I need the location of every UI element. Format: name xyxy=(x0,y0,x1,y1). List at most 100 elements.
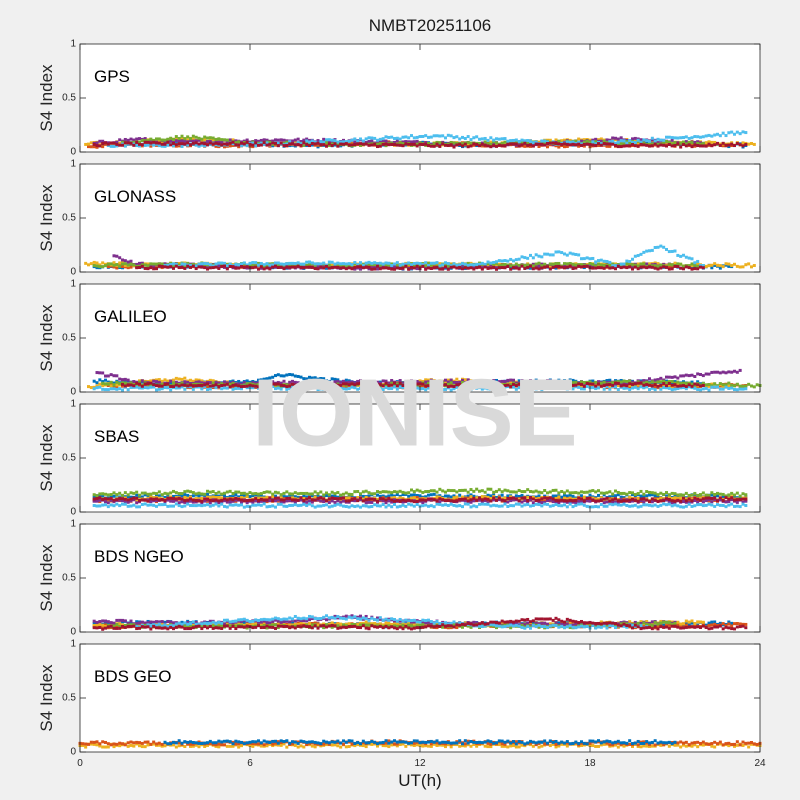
plot-area xyxy=(80,284,760,392)
data-point xyxy=(276,138,280,142)
data-point xyxy=(310,615,314,619)
data-point xyxy=(248,744,252,748)
data-point xyxy=(673,740,677,744)
y-tick-label: 1 xyxy=(70,519,76,530)
data-point xyxy=(503,740,507,744)
data-point xyxy=(291,261,294,265)
y-tick-label: 0.5 xyxy=(62,693,76,704)
data-point xyxy=(446,378,450,382)
y-tick-label: 0.5 xyxy=(62,333,76,344)
data-point xyxy=(101,381,105,385)
data-point xyxy=(92,497,96,501)
data-point xyxy=(87,145,90,149)
series-2 xyxy=(163,739,677,746)
y-tick-label: 0 xyxy=(70,267,76,278)
data-point xyxy=(588,138,592,142)
data-point xyxy=(701,264,705,268)
data-point xyxy=(645,498,649,502)
data-point xyxy=(560,251,564,255)
x-tick-label: 6 xyxy=(247,758,253,769)
series-4 xyxy=(92,487,748,498)
y-tick-label: 0 xyxy=(70,747,76,758)
data-point xyxy=(92,626,96,630)
data-point xyxy=(446,488,450,492)
data-point xyxy=(588,744,592,748)
panel-bds-geo: 0 0.5 1 S4 Index BDS GEO xyxy=(37,639,762,758)
y-axis-label: S4 Index xyxy=(37,544,56,612)
series-5 xyxy=(163,244,705,269)
y-tick-label: 0 xyxy=(70,507,76,518)
y-axis-label: S4 Index xyxy=(37,304,56,372)
data-point xyxy=(191,141,195,145)
data-point xyxy=(738,368,742,372)
data-point xyxy=(191,491,195,495)
y-tick-label: 1 xyxy=(70,639,76,650)
panel-gps: 0 0.5 1 S4 Index GPS xyxy=(37,39,761,158)
data-point xyxy=(163,740,167,744)
data-point xyxy=(503,262,507,266)
data-point xyxy=(112,254,116,258)
data-point xyxy=(673,492,677,496)
y-tick-label: 0 xyxy=(70,147,76,158)
data-point xyxy=(92,499,96,503)
data-point xyxy=(744,499,748,503)
data-point xyxy=(560,142,564,146)
data-point xyxy=(92,387,96,391)
data-point xyxy=(163,140,167,144)
data-point xyxy=(404,618,408,622)
data-point xyxy=(531,504,535,508)
data-point xyxy=(163,620,167,624)
data-point xyxy=(84,142,88,146)
data-point xyxy=(701,384,705,388)
data-point xyxy=(659,244,663,248)
panel-label: GPS xyxy=(94,67,130,86)
data-point xyxy=(135,262,139,266)
plot-area xyxy=(80,644,760,752)
data-point xyxy=(744,626,748,630)
series-6 xyxy=(92,140,748,149)
data-point xyxy=(92,493,96,497)
panel-galileo: 0 0.5 1 S4 Index GALILEO xyxy=(37,279,762,398)
panel-sbas: 0 0.5 1 S4 Index SBAS xyxy=(37,399,761,518)
watermark: IONISE xyxy=(252,359,577,466)
x-tick-label: 18 xyxy=(584,758,596,769)
data-point xyxy=(84,261,88,265)
data-point xyxy=(333,492,337,496)
data-point xyxy=(701,620,705,624)
data-point xyxy=(95,371,99,375)
data-point xyxy=(446,144,450,148)
data-point xyxy=(87,385,90,389)
data-point xyxy=(673,144,677,148)
data-point xyxy=(305,625,309,629)
series-6 xyxy=(92,496,748,504)
y-axis-label: S4 Index xyxy=(37,64,56,132)
data-point xyxy=(752,264,756,268)
data-point xyxy=(361,382,365,386)
data-point xyxy=(92,621,96,625)
data-point xyxy=(744,622,748,626)
x-axis-label: UT(h) xyxy=(398,771,442,790)
series-6 xyxy=(135,264,705,271)
data-point xyxy=(744,142,748,146)
data-point xyxy=(744,387,748,391)
data-point xyxy=(191,262,195,266)
data-point xyxy=(631,382,634,386)
plot-area xyxy=(80,44,760,152)
data-point xyxy=(191,626,195,630)
data-point xyxy=(305,142,309,146)
data-point xyxy=(503,384,507,388)
data-point xyxy=(588,499,592,503)
data-point xyxy=(92,379,96,383)
figure-title: NMBT20251106 xyxy=(368,16,492,35)
y-tick-label: 0.5 xyxy=(62,93,76,104)
panel-glonass: 0 0.5 1 S4 Index GLONASS xyxy=(37,159,761,278)
data-point xyxy=(418,498,422,502)
data-point xyxy=(744,493,748,497)
data-point xyxy=(276,619,280,623)
data-point xyxy=(347,380,351,384)
y-tick-label: 0.5 xyxy=(62,453,76,464)
data-point xyxy=(92,495,96,499)
y-tick-label: 0 xyxy=(70,387,76,398)
data-point xyxy=(418,624,422,628)
